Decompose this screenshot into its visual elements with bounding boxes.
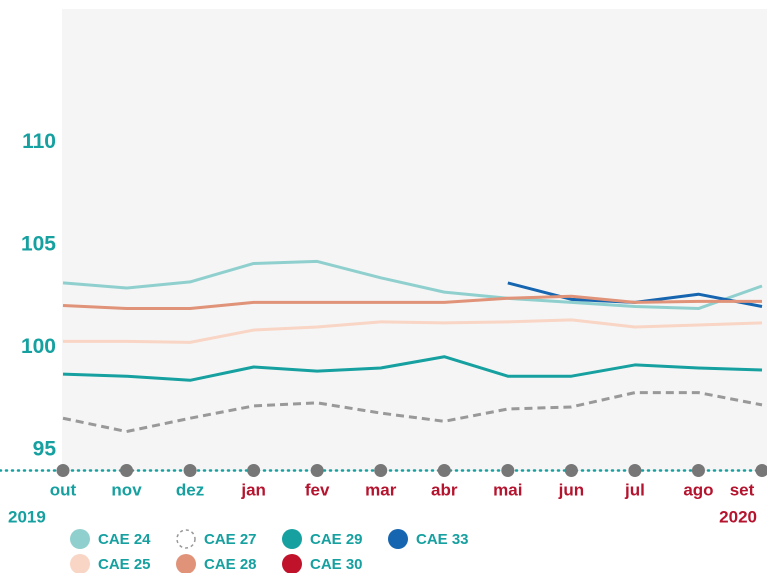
x-tick-dot <box>310 464 324 477</box>
legend-label: CAE 25 <box>98 556 151 573</box>
x-tick-dot <box>755 464 767 477</box>
legend-label: CAE 30 <box>310 556 363 573</box>
legend-swatch <box>176 554 196 573</box>
y-tick-label: 110 <box>22 130 56 153</box>
x-tick-label: jan <box>240 480 266 499</box>
legend-label: CAE 29 <box>310 531 363 548</box>
legend-swatch <box>70 554 90 573</box>
year-label: 2020 <box>719 507 757 526</box>
x-tick-dot <box>564 464 578 477</box>
year-label: 2019 <box>8 507 46 526</box>
x-tick-dot <box>56 464 70 477</box>
x-tick-label: dez <box>176 480 204 499</box>
x-tick-label: set <box>730 480 755 499</box>
x-tick-dot <box>374 464 388 477</box>
x-tick-label: nov <box>111 480 142 499</box>
x-tick-label: ago <box>683 480 713 499</box>
legend-swatch <box>282 529 302 549</box>
series-line <box>62 355 763 382</box>
x-tick-label: mai <box>493 480 522 499</box>
x-tick-dot <box>120 464 134 477</box>
x-tick-label: jun <box>558 480 585 499</box>
legend-swatch <box>176 529 196 549</box>
y-tick-label: 105 <box>21 233 56 256</box>
x-tick-dot <box>628 464 642 477</box>
y-tick-label: 95 <box>33 438 57 461</box>
series-line <box>62 259 763 311</box>
x-tick-label: out <box>50 480 77 499</box>
plot-background <box>62 9 767 471</box>
series-line <box>62 391 763 434</box>
y-tick-label: 100 <box>21 335 56 358</box>
legend-swatch <box>388 529 408 549</box>
x-tick-dot <box>247 464 261 477</box>
series-line <box>62 294 762 311</box>
series-line <box>63 318 763 344</box>
x-tick-label: fev <box>305 480 330 499</box>
x-tick-dot <box>691 464 705 477</box>
x-tick-dot <box>437 464 451 477</box>
legend-swatch <box>70 529 90 549</box>
x-tick-dot <box>183 464 197 477</box>
x-tick-dot <box>501 464 515 477</box>
legend-label: CAE 27 <box>204 531 257 548</box>
legend-label: CAE 24 <box>98 531 151 548</box>
x-tick-label: mar <box>365 480 397 499</box>
legend-swatch <box>282 554 302 573</box>
legend-label: CAE 28 <box>204 556 257 573</box>
x-tick-label: abr <box>431 480 458 499</box>
x-tick-label: jul <box>624 480 645 499</box>
legend-label: CAE 33 <box>416 531 469 548</box>
